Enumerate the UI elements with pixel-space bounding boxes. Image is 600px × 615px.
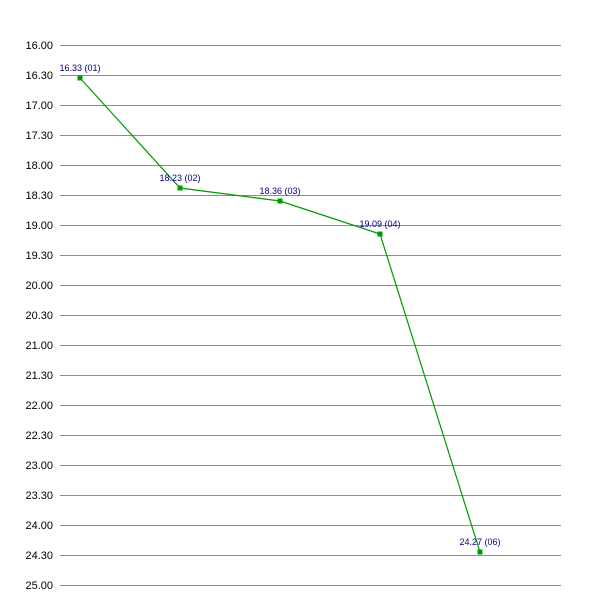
- y-tick-label: 21.00: [25, 340, 53, 352]
- gridlines: [60, 45, 561, 586]
- y-tick-label: 17.00: [25, 100, 53, 112]
- data-label: 18.36 (03): [259, 186, 300, 196]
- data-label: 19.09 (04): [359, 219, 400, 229]
- data-label: 18.23 (02): [159, 173, 200, 183]
- y-tick-label: 20.00: [25, 280, 53, 292]
- y-tick-label: 21.30: [25, 370, 53, 382]
- y-tick-label: 24.00: [25, 520, 53, 532]
- y-tick-label: 19.00: [25, 220, 53, 232]
- y-tick-label: 18.30: [25, 190, 53, 202]
- data-point: [177, 185, 183, 191]
- data-point: [277, 198, 283, 204]
- y-tick-label: 25.00: [25, 580, 53, 592]
- y-tick-label: 22.00: [25, 400, 53, 412]
- y-tick-label: 22.30: [25, 430, 53, 442]
- data-point: [477, 549, 483, 555]
- data-point: [77, 75, 83, 81]
- y-tick-label: 17.30: [25, 130, 53, 142]
- y-tick-label: 20.30: [25, 310, 53, 322]
- y-tick-label: 16.00: [25, 40, 53, 52]
- y-tick-label: 16.30: [25, 70, 53, 82]
- markers: [77, 75, 483, 555]
- y-axis-tick-labels: 16.00 16.30 17.00 17.30 18.00 18.30 19.00 19.30…: [25, 40, 53, 592]
- data-label: 16.33 (01): [59, 63, 100, 73]
- data-label: 24.27 (06): [459, 537, 500, 547]
- data-labels: 16.33 (01) 18.23 (02) 18.36 (03) 19.09 (04)…: [59, 63, 500, 547]
- y-tick-label: 19.30: [25, 250, 53, 262]
- y-tick-label: 23.00: [25, 460, 53, 472]
- y-tick-label: 18.00: [25, 160, 53, 172]
- y-tick-label: 24.30: [25, 550, 53, 562]
- y-tick-label: 23.30: [25, 490, 53, 502]
- data-point: [377, 231, 383, 237]
